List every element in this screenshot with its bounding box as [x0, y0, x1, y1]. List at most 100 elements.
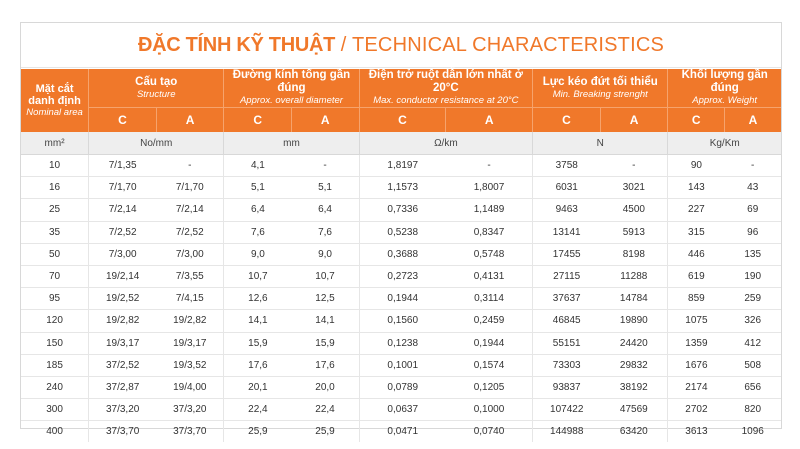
- cell-area: 50: [21, 243, 90, 266]
- cell-resistance-a: 0,4131: [445, 265, 534, 289]
- cell-breaking-a: 3021: [600, 176, 669, 200]
- cell-area: 185: [21, 354, 90, 377]
- cell-resistance-a: 0,3114: [445, 287, 534, 311]
- cell-resistance-a: 0,0740: [445, 420, 534, 443]
- cell-structure-c: 19/2,14: [88, 265, 157, 289]
- cell-weight-c: 1075: [667, 309, 725, 333]
- cell-diameter-a: 6,4: [291, 198, 360, 222]
- cell-breaking-a: -: [600, 154, 669, 178]
- cell-resistance-c: 0,1001: [359, 354, 446, 377]
- table-row: 16 7/1,70 7/1,70 5,1 5,1 1,1573 1,8007 6031 3021…: [21, 176, 781, 200]
- header-label-vi: Đường kính tổng gần đúng: [232, 69, 351, 94]
- subheader-c: C: [223, 107, 292, 132]
- cell-structure-a: -: [156, 154, 225, 178]
- table-row: 70 19/2,14 7/3,55 10,7 10,7 0,2723 0,4131 27115…: [21, 265, 781, 289]
- cell-resistance-c: 0,1944: [359, 287, 446, 311]
- cell-diameter-c: 10,7: [223, 265, 292, 289]
- cell-diameter-a: 20,0: [291, 376, 360, 400]
- unit-row: mm² No/mm mm Ω/km N Kg/Km: [21, 132, 781, 155]
- cell-diameter-c: 22,4: [223, 398, 292, 422]
- table-row: 120 19/2,82 19/2,82 14,1 14,1 0,1560 0,2459 468…: [21, 309, 781, 333]
- cell-resistance-a: 0,1574: [445, 354, 534, 377]
- unit-breaking: N: [532, 132, 669, 155]
- cell-weight-c: 1676: [667, 354, 725, 377]
- cell-resistance-a: 0,2459: [445, 309, 534, 333]
- cell-weight-a: 1096: [741, 426, 764, 438]
- cell-diameter-a: 9,0: [291, 243, 360, 266]
- cell-structure-a: 7/3,00: [156, 243, 225, 266]
- cell-weight-a: 96: [724, 221, 781, 244]
- cell-diameter-a: 14,1: [291, 309, 360, 333]
- cell-structure-c: 19/3,17: [88, 332, 157, 355]
- cell-weight-c: 859: [667, 287, 725, 311]
- cell-weight-c: 446: [667, 243, 725, 266]
- cell-weight-a: 412: [724, 332, 781, 355]
- page-title: ĐẶC TÍNH KỸ THUẬT / TECHNICAL CHARACTERI…: [21, 23, 781, 68]
- title-vietnamese: ĐẶC TÍNH KỸ THUẬT: [137, 34, 336, 56]
- header-row-titles: Mặt cắt danh định Nominal area Cấu tạo S…: [21, 69, 781, 132]
- technical-characteristics-table: Mặt cắt danh định Nominal area Cấu tạo S…: [21, 69, 781, 443]
- cell-structure-a: 7/1,70: [156, 176, 225, 200]
- header-label-vi: Mặt cắt danh định: [28, 82, 81, 107]
- cell-structure-a: 7/3,55: [156, 265, 225, 289]
- cell-diameter-c: 17,6: [223, 354, 292, 377]
- subheader-a: A: [445, 107, 534, 132]
- cell-weight-a: 259: [724, 287, 781, 311]
- cell-area: 35: [21, 221, 90, 244]
- cell-area: 16: [21, 176, 90, 200]
- cell-weight-a: 326: [724, 309, 781, 333]
- cell-breaking-a: 29832: [600, 354, 669, 377]
- cell-structure-c: 7/3,00: [88, 243, 157, 266]
- cell-diameter-a: 7,6: [291, 221, 360, 244]
- cell-diameter-a: 5,1: [291, 176, 360, 200]
- subheader-c: C: [667, 107, 725, 132]
- cell-weight-c: 90: [667, 154, 725, 178]
- cell-diameter-a: -: [291, 154, 360, 178]
- spec-table-frame: ĐẶC TÍNH KỸ THUẬT / TECHNICAL CHARACTERI…: [20, 22, 782, 443]
- cell-weight-c: 315: [667, 221, 725, 244]
- table-row: 185 37/2,52 19/3,52 17,6 17,6 0,1001 0,1574 733…: [21, 354, 781, 377]
- cell-structure-a: 19/4,00: [156, 376, 225, 400]
- subheader-a: A: [600, 107, 669, 132]
- cell-breaking-a: 11288: [600, 265, 669, 289]
- subheader-c: C: [359, 107, 447, 132]
- cell-structure-a: 7/4,15: [156, 287, 225, 311]
- cell-breaking-c: 3758: [532, 154, 601, 178]
- cell-area: 300: [21, 398, 90, 422]
- cell-area: 150: [21, 332, 90, 355]
- cell-weight-a: 190: [724, 265, 781, 289]
- cell-resistance-a: 0,5748: [445, 243, 534, 266]
- cell-breaking-a: 8198: [600, 243, 669, 266]
- cell-breaking-c: 13141: [532, 221, 601, 244]
- cell-weight-a: 135: [724, 243, 781, 266]
- cell-breaking-a: 19890: [600, 309, 669, 333]
- table-row: 300 37/3,20 37/3,20 22,4 22,4 0,0637 0,1000 107…: [21, 398, 781, 422]
- cell-weight-c: 1359: [667, 332, 725, 355]
- header-label-en: Structure: [136, 88, 176, 100]
- table-row: 150 19/3,17 19/3,17 15,9 15,9 0,1238 0,1944 551…: [21, 332, 781, 355]
- cell-diameter-c: 5,1: [223, 176, 292, 200]
- cell-weight-a: 656: [724, 376, 781, 400]
- cell-diameter-a: 10,7: [291, 265, 360, 289]
- header-structure: Cấu tạo Structure: [88, 69, 225, 108]
- cell-resistance-a: 0,1000: [445, 398, 534, 422]
- table-row: 50 7/3,00 7/3,00 9,0 9,0 0,3688 0,5748 17455 819…: [21, 243, 781, 266]
- cell-structure-c: 37/3,20: [88, 398, 157, 422]
- cell-resistance-c: 0,0789: [359, 376, 446, 400]
- cell-diameter-a: 12,5: [291, 287, 360, 311]
- cell-breaking-c: 93837: [532, 376, 601, 400]
- cell-breaking-a: 5913: [600, 221, 669, 244]
- title-separator: /: [335, 34, 352, 56]
- header-diameter: Đường kính tổng gần đúng Approx. overall…: [223, 69, 360, 108]
- cell-breaking-a: 4500: [600, 198, 669, 222]
- table-row: 400 37/3,70 37/3,70 25,9 25,9 0,0471 0,0740 144…: [21, 420, 781, 443]
- cell-resistance-a: -: [445, 154, 534, 178]
- cell-resistance-c: 0,0637: [359, 398, 446, 422]
- cell-resistance-c: 0,0471: [387, 426, 419, 438]
- cell-weight-c: 227: [667, 198, 725, 222]
- header-label-en: Max. conductor resistance at 20°C: [373, 95, 519, 106]
- header-label-vi: Điện trở ruột dẫn lớn nhất ở 20°C: [368, 69, 523, 94]
- header-resistance: Điện trở ruột dẫn lớn nhất ở 20°C Max. c…: [359, 69, 534, 108]
- cell-structure-a: 19/3,17: [156, 332, 225, 355]
- cell-diameter-c: 7,6: [223, 221, 292, 244]
